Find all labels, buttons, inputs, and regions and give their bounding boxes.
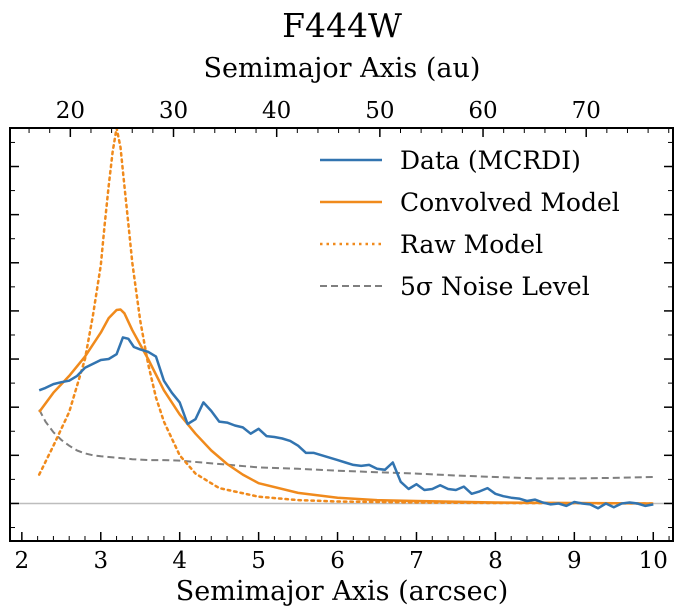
top-tick-label: 60: [468, 98, 497, 124]
series-line-3: [37, 128, 655, 505]
x-tick-label: 2: [15, 548, 30, 574]
legend-label-4: 5σ Noise Level: [400, 272, 590, 301]
x-tick-label: 9: [567, 548, 582, 574]
x-tick-label: 3: [93, 548, 108, 574]
top-axis-label: Semimajor Axis (au): [204, 53, 481, 84]
top-tick-label: 50: [365, 98, 394, 124]
legend-label-3: Raw Model: [400, 230, 543, 259]
x-tick-label: 8: [488, 548, 503, 574]
series-line-4: [38, 409, 654, 480]
x-tick-label: 6: [330, 548, 345, 574]
x-tick-label: 4: [172, 548, 187, 574]
ticks: 2 3 4 5 6 7 8 9 10 20 30 40 50 60 70: [10, 98, 673, 574]
top-tick-label: 30: [159, 98, 188, 124]
top-tick-label: 40: [262, 98, 291, 124]
series-line-1: [38, 336, 654, 510]
bottom-axis-label: Semimajor Axis (arcsec): [176, 576, 508, 607]
top-tick-label: 20: [56, 98, 85, 124]
chart-title: F444W: [282, 6, 402, 45]
legend-label-2: Convolved Model: [400, 188, 620, 217]
legend: Data (MCRDI) Convolved Model Raw Model 5σ N…: [320, 146, 620, 301]
top-tick-label: 70: [572, 98, 601, 124]
series-line-2: [38, 308, 654, 505]
x-tick-label: 10: [639, 548, 668, 574]
x-tick-label: 7: [409, 548, 424, 574]
legend-label-1: Data (MCRDI): [400, 146, 581, 175]
x-tick-label: 5: [251, 548, 266, 574]
